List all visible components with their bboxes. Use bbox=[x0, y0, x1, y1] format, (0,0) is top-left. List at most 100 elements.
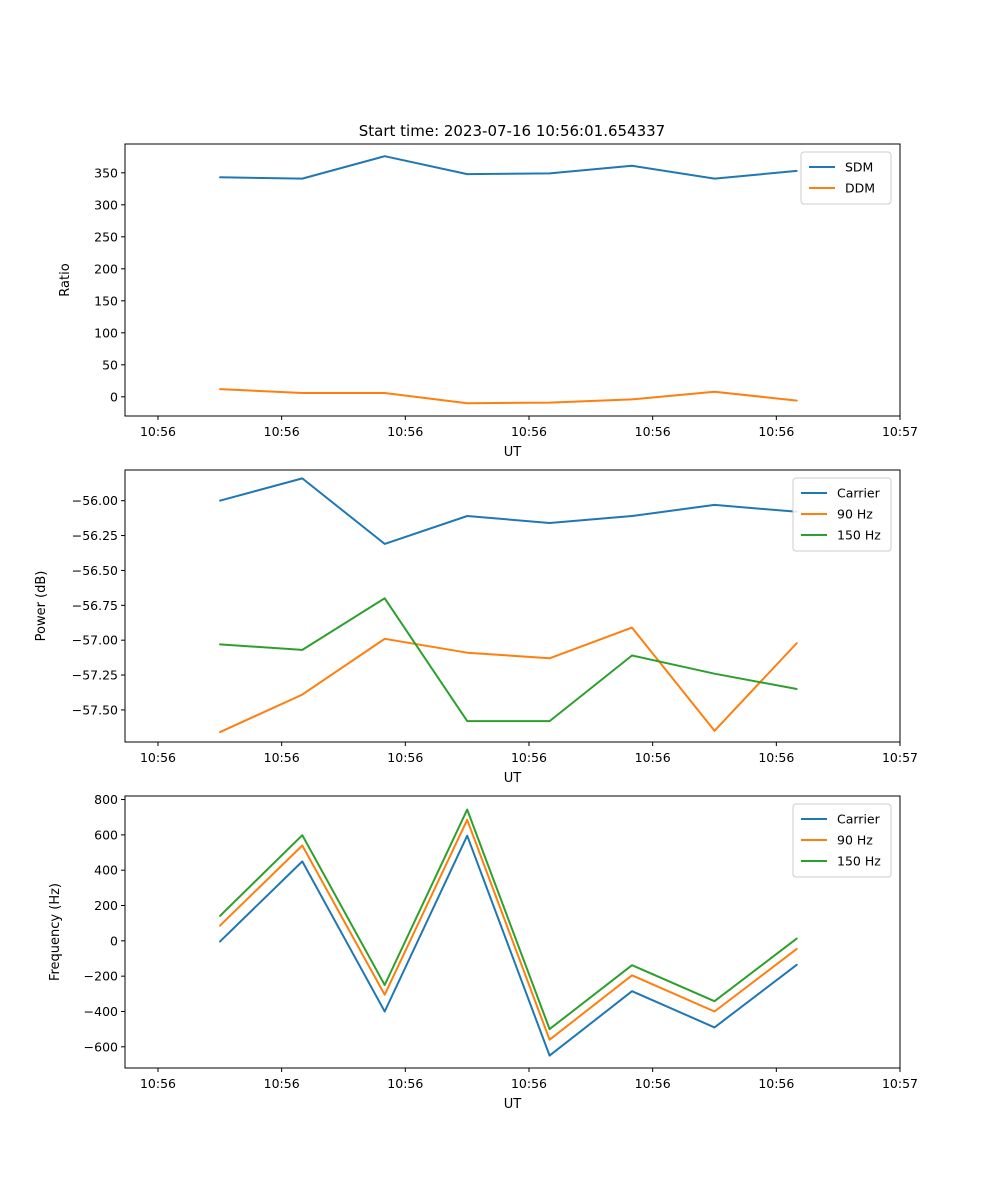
ratio-ytick-label: 350 bbox=[94, 165, 118, 180]
ratio-xtick-label: 10:56 bbox=[264, 424, 300, 439]
frequency-series-150-hz-line bbox=[219, 808, 798, 1031]
frequency-legend-label: 90 Hz bbox=[837, 833, 873, 848]
power-series-90-hz-point bbox=[713, 730, 716, 732]
power-series-150-hz-point bbox=[466, 720, 468, 722]
power-series-150-hz-point bbox=[631, 654, 633, 657]
ratio-series-ddm-point bbox=[548, 401, 551, 404]
power-chart: −57.50 −57.25 −57.00 −56.75 −56.50 −56.25 −56.… bbox=[34, 469, 918, 786]
frequency-ylabel: Frequency (Hz) bbox=[48, 883, 63, 981]
power-xtick-label: 10:56 bbox=[140, 750, 176, 765]
frequency-xtick-label: 10:56 bbox=[140, 1076, 176, 1091]
frequency-series-90-hz-point bbox=[548, 1038, 551, 1041]
frequency-series-150-hz-point bbox=[383, 984, 386, 986]
frequency-series-150-hz-point bbox=[713, 1000, 716, 1003]
frequency-ytick-label: −400 bbox=[84, 1004, 118, 1019]
ratio-ytick-label: 150 bbox=[94, 293, 118, 308]
frequency-xlabel: UT bbox=[504, 1097, 522, 1112]
ratio-legend: SDM DDM bbox=[800, 151, 892, 205]
power-series-carrier-point bbox=[219, 499, 221, 502]
power-series-150-hz-point bbox=[301, 649, 304, 651]
power-series-carrier-point bbox=[383, 543, 386, 545]
frequency-series-carrier-point bbox=[631, 990, 633, 992]
frequency-xtick-label: 10:57 bbox=[882, 1076, 918, 1091]
ratio-series-ddm-point bbox=[713, 390, 716, 393]
frequency-xtick-label: 10:56 bbox=[511, 1076, 547, 1091]
power-series-90-hz-point bbox=[301, 693, 304, 696]
frequency-series-carrier-point bbox=[301, 860, 304, 863]
power-series-carrier-point bbox=[301, 477, 304, 480]
power-ytick-label: −56.50 bbox=[72, 563, 118, 578]
power-series-carrier-point bbox=[466, 515, 468, 517]
frequency-axes-frame bbox=[124, 795, 901, 1069]
ratio-ytick-label: 300 bbox=[94, 197, 118, 212]
ratio-series-ddm-point bbox=[466, 402, 468, 405]
power-ytick-label: −56.00 bbox=[72, 493, 118, 508]
ratio-series-sdm-point bbox=[383, 155, 386, 157]
ratio-ytick-label: 0 bbox=[110, 389, 118, 404]
frequency-series-150-hz-point bbox=[466, 808, 468, 811]
ratio-axes-frame bbox=[124, 143, 901, 417]
ratio-legend-label: SDM bbox=[845, 160, 873, 175]
power-legend-label: 90 Hz bbox=[837, 507, 873, 522]
power-series-90-hz-line bbox=[219, 626, 798, 734]
power-series-carrier-point bbox=[548, 522, 551, 524]
power-series-90-hz-point bbox=[383, 637, 386, 640]
frequency-xtick-label: 10:56 bbox=[758, 1076, 794, 1091]
ratio-series-sdm-point bbox=[466, 173, 468, 175]
ratio-xtick-label: 10:56 bbox=[387, 424, 423, 439]
ratio-ytick-label: 200 bbox=[94, 261, 118, 276]
ratio-series-ddm-point bbox=[301, 392, 304, 394]
power-series-carrier-line bbox=[219, 477, 797, 545]
frequency-legend-frame bbox=[792, 803, 892, 878]
frequency-series-150-hz-point bbox=[796, 937, 798, 940]
ratio-ytick-label: 250 bbox=[94, 229, 118, 244]
ratio-xtick-label: 10:56 bbox=[635, 424, 671, 439]
frequency-series-150-hz-point bbox=[548, 1028, 551, 1030]
ratio-ytick-label: 50 bbox=[102, 357, 118, 372]
frequency-series-90-hz-line bbox=[219, 818, 798, 1041]
ratio-xlabel: UT bbox=[504, 445, 522, 460]
power-series-90-hz-point bbox=[796, 642, 798, 644]
ratio-series-ddm-point bbox=[796, 399, 798, 402]
frequency-ytick-label: −200 bbox=[84, 969, 118, 984]
power-series-90-hz-point bbox=[631, 626, 633, 629]
frequency-legend-label: Carrier bbox=[837, 812, 881, 827]
power-xtick-label: 10:56 bbox=[635, 750, 671, 765]
frequency-legend-label: 150 Hz bbox=[837, 854, 881, 869]
power-axes-frame bbox=[124, 469, 901, 743]
ratio-series-ddm-point bbox=[631, 398, 633, 401]
ratio-chart: 0 50 100 150 200 250 300 350 10:56 10:56 10:56 10:5… bbox=[58, 143, 918, 460]
frequency-legend: Carrier 90 Hz 150 Hz bbox=[792, 803, 892, 878]
power-legend-label: 150 Hz bbox=[837, 528, 881, 543]
ratio-series-sdm-line bbox=[219, 155, 797, 180]
ratio-xtick-label: 10:56 bbox=[140, 424, 176, 439]
frequency-series-carrier-point bbox=[466, 834, 468, 837]
power-xtick-label: 10:57 bbox=[882, 750, 918, 765]
frequency-series-150-hz-point bbox=[631, 964, 633, 967]
power-series-150-hz-point bbox=[796, 688, 798, 690]
power-series-carrier-point bbox=[713, 504, 716, 506]
power-xtick-label: 10:56 bbox=[758, 750, 794, 765]
figure-title: Start time: 2023-07-16 10:56:01.654337 bbox=[359, 122, 665, 140]
ratio-legend-frame bbox=[800, 151, 892, 205]
frequency-series-carrier-point bbox=[713, 1026, 716, 1029]
power-ytick-label: −57.50 bbox=[72, 702, 118, 717]
power-series-90-hz-point bbox=[466, 651, 468, 654]
power-legend-label: Carrier bbox=[837, 486, 881, 501]
power-series-150-hz-point bbox=[383, 597, 386, 600]
ratio-series-ddm-line bbox=[219, 388, 798, 405]
frequency-series-90-hz-point bbox=[219, 925, 221, 927]
frequency-chart: −600 −400 −200 0 200 400 600 800 10:56 10:56 10:56… bbox=[48, 792, 918, 1112]
frequency-series-90-hz-point bbox=[713, 1010, 716, 1013]
ratio-series-ddm-point bbox=[219, 388, 221, 390]
frequency-series-carrier-point bbox=[548, 1054, 551, 1057]
frequency-series-carrier-point bbox=[383, 1010, 386, 1013]
power-legend: Carrier 90 Hz 150 Hz bbox=[792, 477, 892, 552]
ratio-series-sdm-point bbox=[301, 177, 304, 180]
ratio-xtick-label: 10:57 bbox=[882, 424, 918, 439]
power-xtick-label: 10:56 bbox=[264, 750, 300, 765]
power-series-90-hz-point bbox=[548, 657, 551, 660]
frequency-ytick-label: 0 bbox=[110, 933, 118, 948]
frequency-xtick-label: 10:56 bbox=[387, 1076, 423, 1091]
frequency-series-carrier-point bbox=[219, 940, 221, 943]
